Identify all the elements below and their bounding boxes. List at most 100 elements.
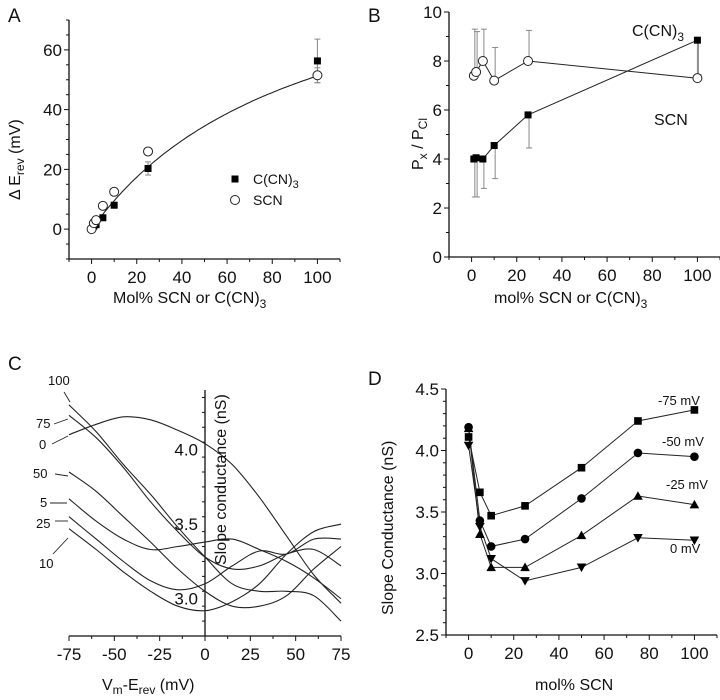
y-tick-label: 4.5 (415, 380, 439, 399)
y-tick-label: 10 (423, 3, 442, 22)
point-scn (91, 215, 102, 226)
point--75mv (487, 511, 495, 520)
curve-label: 100 (48, 373, 70, 388)
point--50mv (486, 542, 496, 551)
point-0mv (486, 554, 496, 564)
legend-marker-scn (230, 195, 240, 205)
point-ccn3 (524, 111, 532, 119)
d-y-axis-label: Slope Conductance (nS) (380, 441, 397, 615)
series-label: -25 mV (666, 477, 708, 492)
point-scn (489, 75, 500, 86)
x-tick-label: 0 (464, 644, 473, 663)
point--25mv (475, 529, 485, 538)
x-tick-label: -75 (57, 645, 82, 664)
y-tick-label: 8 (433, 52, 442, 71)
y-tick-label: 4 (433, 150, 442, 169)
point-scn (692, 73, 703, 84)
b-y-axis-label: Px / PCl (410, 118, 430, 170)
y-tick-label: 20 (43, 160, 62, 179)
x-tick-label: 60 (595, 644, 614, 663)
leader-arrow (53, 418, 69, 425)
x-tick-label: 25 (241, 645, 260, 664)
b-x-axis-label: mol% SCN or C(CN)3 (494, 290, 648, 311)
point-0mv (576, 563, 587, 573)
panel-label-c: C (8, 354, 22, 375)
y-tick-label: 0 (53, 220, 62, 239)
x-tick-label: 100 (683, 266, 711, 285)
panel-a: 0 20 40 60 80 100 0 20 40 60 (43, 19, 341, 287)
x-tick-label: 100 (303, 268, 331, 287)
y-tick-label: 2.5 (415, 626, 439, 645)
panel-b: 0 20 40 60 80 100 0 2 4 6 8 10 (423, 3, 720, 285)
x-tick-label: 40 (172, 268, 191, 287)
point--50mv (577, 494, 586, 503)
y-tick-label: 0 (433, 248, 442, 267)
y-tick-label: 4.0 (174, 441, 198, 460)
x-tick-label: 80 (643, 266, 662, 285)
series-line--50mv (468, 427, 695, 547)
point-scn (477, 56, 488, 66)
series-label: 0 mV (670, 541, 701, 556)
point-scn (109, 186, 120, 197)
curve-label: 0 (39, 437, 46, 452)
a-legend-scn: SCN (253, 192, 283, 208)
x-tick-label: 40 (552, 266, 571, 285)
curve-25 (68, 516, 342, 591)
series-label: -50 mV (662, 434, 704, 449)
point-0mv (475, 522, 485, 532)
point-scn (143, 146, 154, 157)
point-ccn3 (313, 57, 321, 65)
curve-0 (68, 416, 342, 604)
y-tick-label: 60 (43, 41, 62, 60)
point--50mv (520, 534, 530, 544)
point--50mv (633, 448, 643, 458)
x-tick-label: 20 (504, 644, 523, 663)
x-tick-label: 80 (263, 268, 282, 287)
leader-arrow (63, 391, 71, 403)
series-line-ccn3 (473, 39, 698, 160)
point--25mv (576, 530, 587, 540)
point--75mv (690, 406, 699, 414)
a-x-axis-label: Mol% SCN or C(CN)3 (113, 290, 267, 311)
x-tick-label: 20 (127, 268, 146, 287)
x-tick-label: 100 (680, 644, 708, 663)
x-tick-label: 80 (640, 644, 659, 663)
c-x-axis-label: Vm-Erev (mV) (102, 677, 194, 697)
point-ccn3 (693, 36, 701, 44)
x-tick-label: -25 (147, 645, 172, 664)
point--75mv (464, 433, 473, 441)
panel-label-a: A (8, 6, 21, 27)
x-tick-label: 40 (549, 644, 568, 663)
curve-75 (68, 414, 342, 570)
y-tick-label: 2 (433, 199, 442, 218)
point-ccn3 (99, 214, 107, 222)
point-ccn3 (472, 154, 480, 162)
y-tick-label: 3.0 (415, 565, 439, 584)
curve-5 (68, 498, 342, 600)
x-tick-label: 0 (200, 645, 209, 664)
point-scn (523, 56, 534, 66)
point--25mv (689, 499, 700, 509)
curve-label: 25 (36, 516, 50, 531)
point--25mv (520, 562, 530, 572)
point-ccn3 (490, 142, 498, 150)
x-tick-label: 0 (87, 268, 96, 287)
c-y-axis-label: Slope conductance (nS) (213, 394, 230, 565)
point--75mv (577, 463, 586, 472)
x-tick-label: 20 (507, 266, 526, 285)
x-tick-label: 50 (286, 645, 305, 664)
x-tick-label: 60 (598, 266, 617, 285)
curve-10 (68, 523, 342, 612)
d-x-axis-label: mol% SCN (535, 677, 613, 694)
panel-label-d: D (368, 369, 382, 390)
point-ccn3 (110, 201, 118, 209)
series-line-scn (473, 60, 698, 82)
curve-label: 5 (40, 495, 47, 510)
series-label: -75 mV (658, 393, 700, 408)
x-tick-label: 0 (467, 266, 476, 285)
b-annotation-scn: SCN (654, 112, 688, 129)
point--25mv (633, 491, 643, 500)
point--75mv (521, 502, 529, 510)
y-tick-label: 6 (433, 101, 442, 120)
